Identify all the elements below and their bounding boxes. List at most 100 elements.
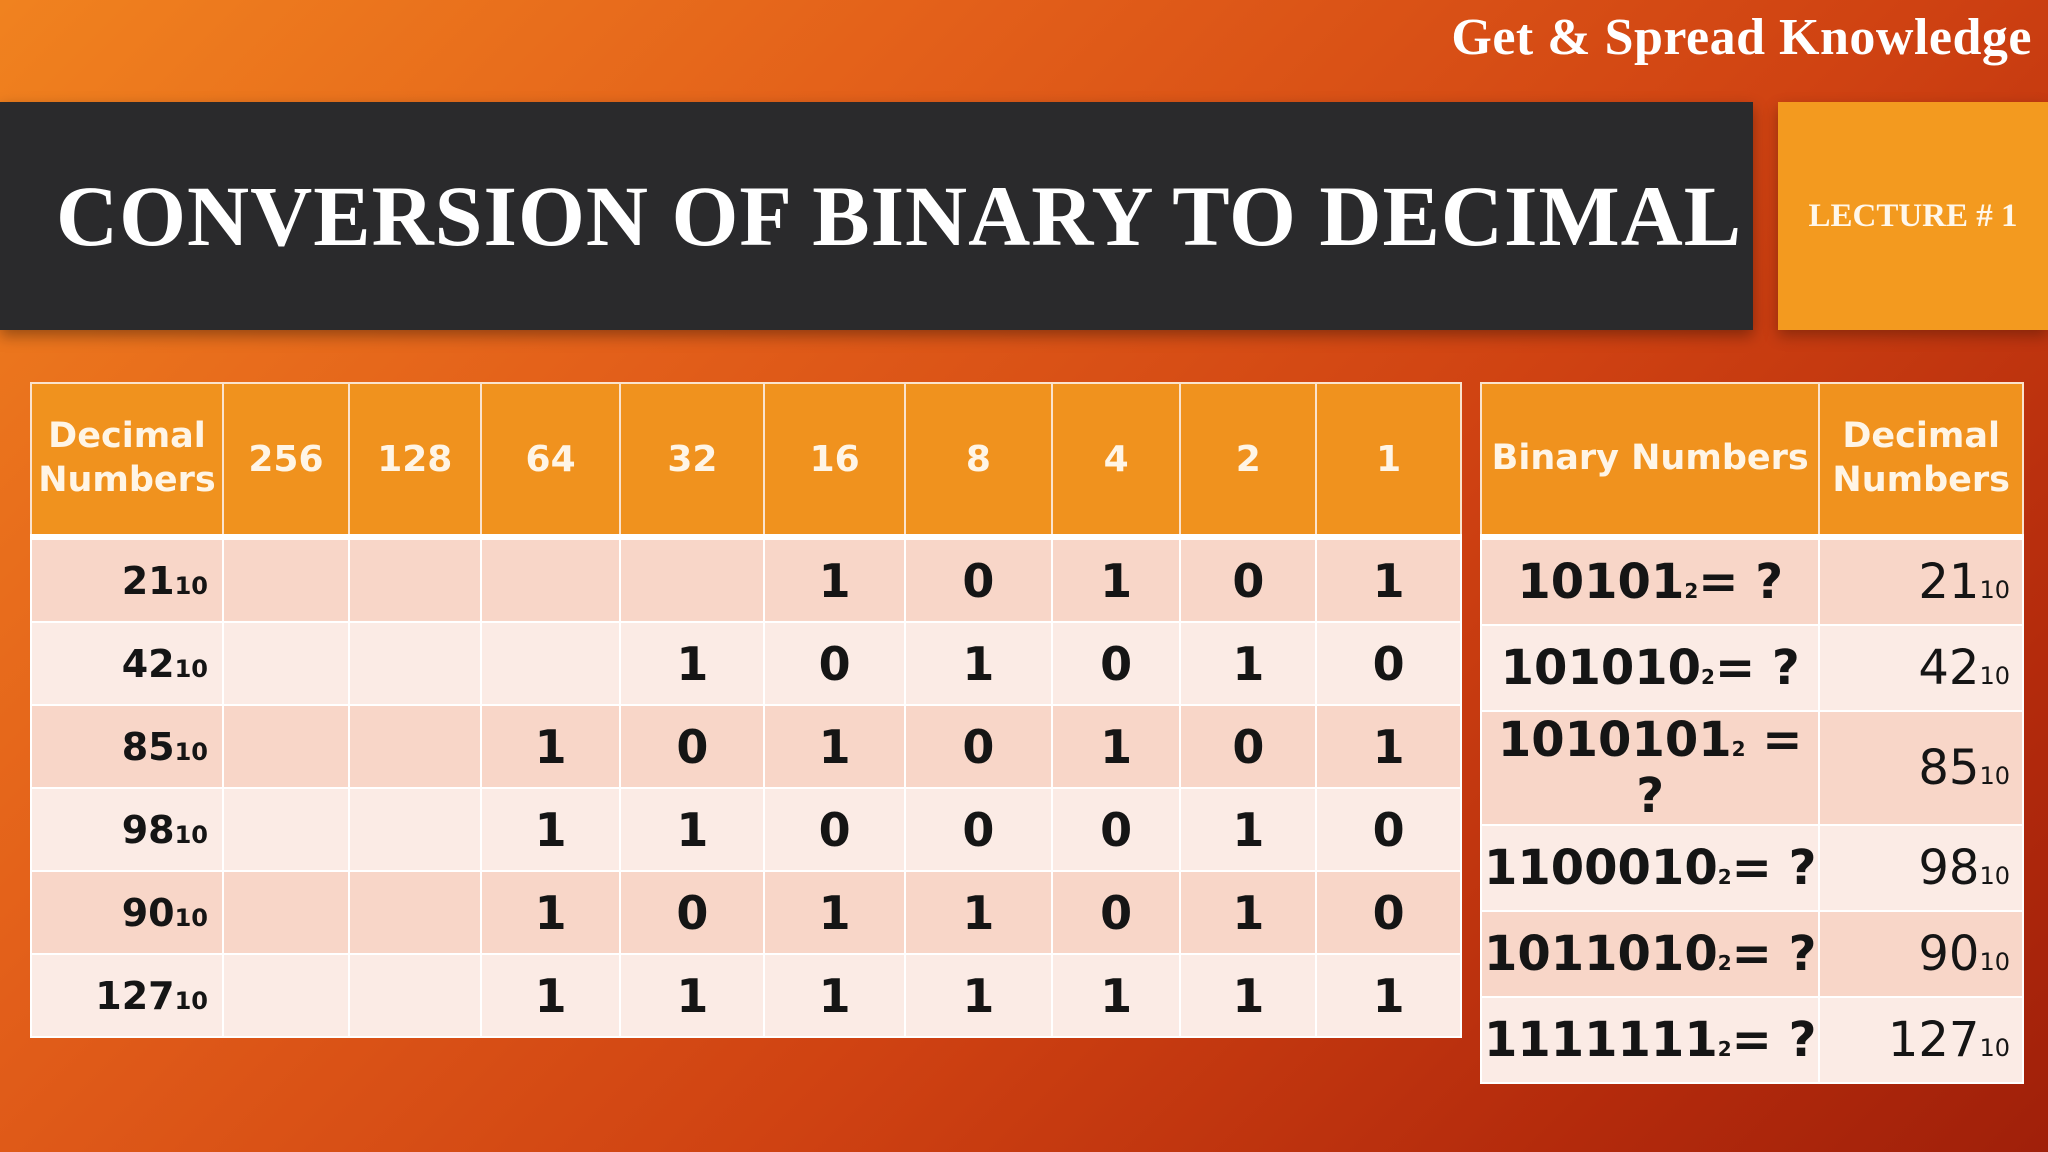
bit-cell [221,787,350,872]
binary-value: 10101 [1517,554,1685,610]
bit-cell [347,953,482,1038]
bit-cell: 1 [763,953,907,1038]
bit-cell [221,704,350,789]
bit-cell: 1 [619,787,766,872]
bit-cell: 1 [619,953,766,1038]
table-row: 4210 1 0 1 0 1 0 [30,621,1462,706]
decimal-answer-cell: 2110 [1818,536,2024,626]
decimal-value: 98 [121,807,175,852]
base-subscript: 2 [1701,665,1715,689]
answer-table: Binary Numbers Decimal Numbers 101012= ?… [1479,382,2024,1084]
lecture-badge: LECTURE # 1 [1778,102,2048,330]
bit-cell [347,870,482,955]
binary-question-cell: 10101012 = ? [1479,710,1821,826]
bit-cell: 0 [1315,787,1462,872]
place-value-header-row: Decimal Numbers 256 128 64 32 16 8 4 2 1 [30,382,1462,540]
binary-question-cell: 1010102= ? [1479,624,1821,712]
base-subscript: 10 [174,986,208,1015]
decimal-value: 90 [1918,926,1980,982]
base-subscript: 10 [174,820,208,849]
bit-cell [347,621,482,706]
base-subscript: 10 [1979,1034,2010,1062]
bit-cell: 0 [904,536,1053,623]
question-suffix: = ? [1731,840,1817,896]
decimal-cell: 2110 [30,536,224,623]
base-subscript: 10 [174,571,208,600]
table-row: 101012= ? 2110 [1479,536,2024,626]
bit-cell: 1 [1315,704,1462,789]
header-place-1: 1 [1315,382,1462,540]
bit-cell [479,536,622,623]
slide-title: CONVERSION OF BINARY TO DECIMAL [56,168,1743,264]
header-decimal-numbers-answer: Decimal Numbers [1818,382,2024,540]
header-place-2: 2 [1179,382,1318,540]
table-row: 9010 1 0 1 1 0 1 0 [30,870,1462,955]
bit-cell: 1 [479,953,622,1038]
binary-value: 1100010 [1483,840,1718,896]
bit-cell [347,536,482,623]
bit-cell: 1 [1179,787,1318,872]
bit-cell: 1 [479,704,622,789]
answer-header-row: Binary Numbers Decimal Numbers [1479,382,2024,540]
binary-question-cell: 11000102= ? [1479,824,1821,912]
binary-question-cell: 11111112= ? [1479,996,1821,1084]
base-subscript: 10 [1979,862,2010,890]
bit-cell [347,787,482,872]
bit-cell: 1 [1315,953,1462,1038]
header-decimal-numbers: Decimal Numbers [30,382,224,540]
base-subscript: 2 [1731,737,1746,761]
header-place-256: 256 [221,382,350,540]
binary-value: 1011010 [1483,926,1718,982]
decimal-value: 21 [121,558,175,603]
place-value-table: Decimal Numbers 256 128 64 32 16 8 4 2 1… [30,382,1462,1038]
decimal-answer-cell: 4210 [1818,624,2024,712]
bit-cell: 0 [1315,621,1462,706]
bit-cell: 1 [1050,953,1182,1038]
base-subscript: 2 [1717,1037,1732,1061]
binary-value: 101010 [1500,640,1702,696]
lecture-label: LECTURE # 1 [1808,197,2018,234]
decimal-answer-cell: 9810 [1818,824,2024,912]
header-place-128: 128 [347,382,482,540]
base-subscript: 10 [174,654,208,683]
question-suffix: = ? [1698,554,1784,610]
bit-cell [221,953,350,1038]
table-row: 10101012 = ? 8510 [1479,710,2024,826]
decimal-value: 21 [1918,554,1980,610]
bit-cell [221,536,350,623]
bit-cell: 1 [904,621,1053,706]
decimal-value: 42 [1918,640,1980,696]
decimal-cell: 4210 [30,621,224,706]
decimal-value: 42 [121,641,175,686]
bit-cell: 0 [1179,536,1318,623]
question-suffix: = ? [1731,1012,1817,1068]
binary-question-cell: 101012= ? [1479,536,1821,626]
decimal-answer-cell: 8510 [1818,710,2024,826]
bit-cell: 0 [1050,621,1182,706]
binary-value: 1010101 [1497,712,1732,768]
header-binary-numbers: Binary Numbers [1479,382,1821,540]
table-row: 1010102= ? 4210 [1479,624,2024,712]
base-subscript: 10 [1979,762,2010,790]
decimal-value: 98 [1918,840,1980,896]
table-row: 10110102= ? 9010 [1479,910,2024,998]
table-row: 11111112= ? 12710 [1479,996,2024,1084]
bit-cell: 0 [619,870,766,955]
base-subscript: 10 [1979,576,2010,604]
table-row: 12710 1 1 1 1 1 1 1 [30,953,1462,1038]
decimal-answer-cell: 12710 [1818,996,2024,1084]
bit-cell: 1 [904,953,1053,1038]
bit-cell: 1 [1179,870,1318,955]
bit-cell [479,621,622,706]
header-place-16: 16 [763,382,907,540]
title-bar: CONVERSION OF BINARY TO DECIMAL [0,102,1753,330]
bit-cell: 1 [763,704,907,789]
table-row: 11000102= ? 9810 [1479,824,2024,912]
decimal-cell: 12710 [30,953,224,1038]
bit-cell [221,621,350,706]
header-place-8: 8 [904,382,1053,540]
base-subscript: 2 [1717,951,1732,975]
bit-cell: 1 [479,787,622,872]
decimal-value: 127 [95,973,175,1018]
base-subscript: 2 [1684,579,1699,603]
